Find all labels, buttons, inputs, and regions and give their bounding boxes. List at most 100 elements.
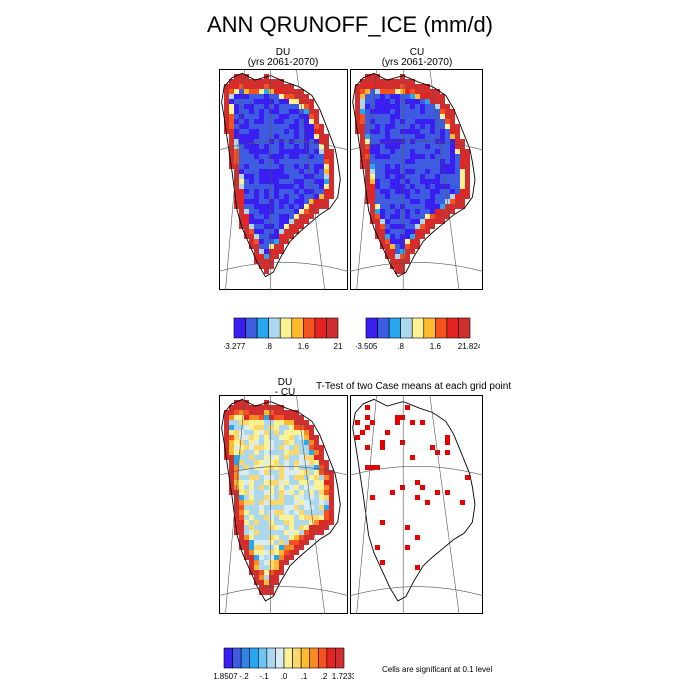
grid-cell bbox=[370, 154, 375, 159]
grid-cell bbox=[234, 114, 239, 119]
grid-cell bbox=[249, 104, 254, 109]
grid-cell bbox=[244, 440, 249, 445]
grid-cell bbox=[269, 505, 274, 510]
grid-cell bbox=[460, 144, 465, 149]
map-panel-du bbox=[219, 69, 348, 290]
grid-cell bbox=[400, 114, 405, 119]
grid-cell bbox=[370, 204, 375, 209]
grid-cell bbox=[239, 114, 244, 119]
grid-cell bbox=[269, 535, 274, 540]
grid-cell bbox=[420, 179, 425, 184]
grid-cell bbox=[324, 465, 329, 470]
grid-cell bbox=[375, 164, 380, 169]
grid-cell bbox=[299, 129, 304, 134]
grid-cell bbox=[420, 224, 425, 229]
grid-cell bbox=[324, 159, 329, 164]
grid-cell bbox=[370, 74, 375, 79]
grid-cell bbox=[395, 174, 400, 179]
grid-cell bbox=[445, 204, 450, 209]
grid-cell bbox=[455, 204, 460, 209]
grid-cell bbox=[410, 84, 415, 89]
grid-cell bbox=[395, 84, 400, 89]
grid-cell bbox=[254, 410, 259, 415]
grid-cell bbox=[395, 129, 400, 134]
grid-cell bbox=[425, 129, 430, 134]
grid-cell bbox=[400, 214, 405, 219]
grid-cell bbox=[375, 144, 380, 149]
grid-cell bbox=[299, 219, 304, 224]
grid-cell bbox=[445, 184, 450, 189]
grid-cell bbox=[355, 114, 360, 119]
grid-cell bbox=[304, 119, 309, 124]
grid-cell bbox=[249, 545, 254, 550]
colorbar-cu-swatch bbox=[423, 317, 436, 339]
grid-cell bbox=[309, 525, 314, 530]
grid-cell bbox=[234, 129, 239, 134]
grid-cell bbox=[415, 199, 420, 204]
grid-cell bbox=[249, 224, 254, 229]
grid-cell bbox=[440, 219, 445, 224]
grid-cell bbox=[234, 435, 239, 440]
grid-cell bbox=[239, 525, 244, 530]
grid-cell bbox=[455, 164, 460, 169]
grid-cell bbox=[229, 94, 234, 99]
grid-cell bbox=[465, 475, 470, 480]
grid-cell bbox=[274, 510, 279, 515]
grid-cell bbox=[375, 129, 380, 134]
grid-cell bbox=[249, 540, 254, 545]
grid-cell bbox=[274, 94, 279, 99]
grid-cell bbox=[259, 84, 264, 89]
grid-cell bbox=[415, 84, 420, 89]
grid-cell bbox=[304, 199, 309, 204]
grid-cell bbox=[390, 189, 395, 194]
grid-cell bbox=[314, 455, 319, 460]
grid-cell bbox=[234, 169, 239, 174]
grid-cell bbox=[284, 149, 289, 154]
grid-cell bbox=[435, 199, 440, 204]
grid-cell bbox=[279, 214, 284, 219]
grid-cell bbox=[465, 194, 470, 199]
grid-cell bbox=[254, 149, 259, 154]
grid-cell bbox=[360, 159, 365, 164]
grid-cell bbox=[435, 209, 440, 214]
grid-cell bbox=[455, 139, 460, 144]
grid-cell bbox=[229, 430, 234, 435]
grid-cell bbox=[259, 114, 264, 119]
grid-cell bbox=[435, 169, 440, 174]
grid-cell bbox=[254, 199, 259, 204]
grid-cell bbox=[365, 465, 370, 470]
grid-cell bbox=[254, 174, 259, 179]
grid-cell bbox=[425, 204, 430, 209]
grid-cell bbox=[425, 134, 430, 139]
grid-cell bbox=[229, 84, 234, 89]
grid-cell bbox=[380, 114, 385, 119]
grid-cell bbox=[435, 149, 440, 154]
grid-cell bbox=[284, 159, 289, 164]
grid-cell bbox=[395, 244, 400, 249]
grid-cell bbox=[410, 219, 415, 224]
grid-cell bbox=[254, 445, 259, 450]
grid-cell bbox=[239, 134, 244, 139]
grid-cell bbox=[395, 124, 400, 129]
grid-cell bbox=[274, 525, 279, 530]
grid-cell bbox=[309, 440, 314, 445]
grid-cell bbox=[319, 480, 324, 485]
grid-cell bbox=[405, 189, 410, 194]
grid-cell bbox=[284, 465, 289, 470]
grid-cell bbox=[385, 254, 390, 259]
grid-cell bbox=[355, 94, 360, 99]
grid-cell bbox=[370, 104, 375, 109]
grid-cell bbox=[269, 430, 274, 435]
grid-cell bbox=[279, 79, 284, 84]
grid-cell bbox=[445, 129, 450, 134]
grid-cell bbox=[299, 450, 304, 455]
grid-cell bbox=[274, 234, 279, 239]
grid-cell bbox=[264, 254, 269, 259]
grid-cell bbox=[370, 179, 375, 184]
grid-cell bbox=[259, 425, 264, 430]
grid-cell bbox=[329, 480, 334, 485]
grid-cell bbox=[274, 430, 279, 435]
grid-cell bbox=[370, 199, 375, 204]
map-ttest-lat-arc-2 bbox=[350, 586, 483, 597]
grid-cell bbox=[375, 89, 380, 94]
